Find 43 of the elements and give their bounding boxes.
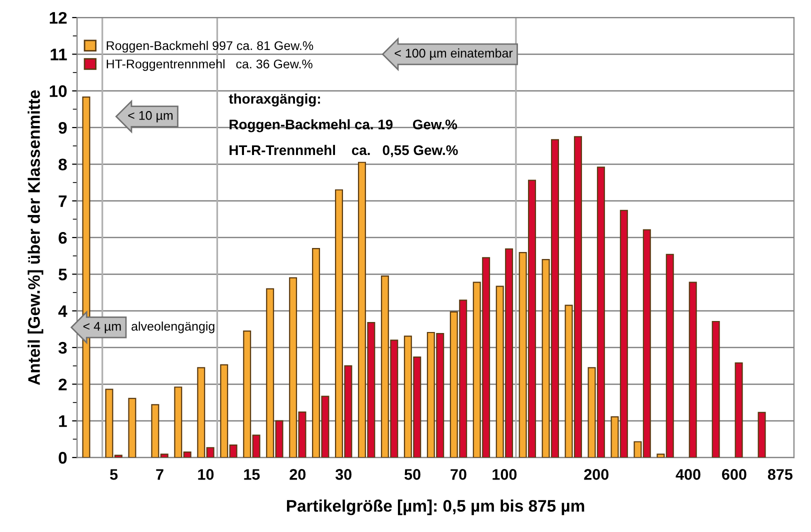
y-tick-label: 5: [58, 268, 67, 280]
y-tick-label: 3: [58, 342, 67, 354]
annotation: < 10 µm: [128, 111, 173, 122]
y-tick-label: 10: [50, 85, 67, 98]
annotation: alveolengängig: [132, 322, 214, 334]
bar: [128, 398, 136, 458]
x-tick-label: 5: [110, 469, 118, 480]
annotation: HT-R-Trennmehl ca. 0,55 Gew.%: [230, 144, 458, 158]
bar: [758, 412, 766, 458]
x-tick-label: 30: [335, 469, 352, 480]
bar: [712, 320, 720, 458]
y-tick-label: 7: [58, 195, 67, 207]
bar: [734, 362, 743, 458]
x-tick-label: 10: [198, 469, 214, 480]
y-tick-label: 0: [58, 452, 67, 464]
legend-label: HT-Roggentrennmehl ca. 36 Gew.%: [106, 59, 312, 71]
annotation: Roggen-Backmehl ca. 19 Gew.%: [230, 119, 458, 132]
x-tick-label: 200: [584, 469, 608, 480]
x-tick-label: 400: [676, 469, 700, 480]
y-tick-label: 2: [58, 378, 67, 390]
x-tick-label: 15: [244, 469, 260, 480]
legend-label: Roggen-Backmehl 997 ca. 81 Gew.%: [106, 40, 314, 53]
y-tick-label: 12: [50, 12, 67, 24]
x-tick-label: 875: [768, 469, 793, 480]
y-tick-label: 1: [59, 415, 67, 427]
x-tick-label: 7: [156, 469, 164, 480]
x-tick-label: 20: [290, 469, 306, 480]
y-tick-label: 6: [58, 232, 67, 244]
y-tick-label: 8: [58, 158, 67, 170]
x-tick-label: 70: [450, 469, 466, 480]
annotation: < 4 µm: [83, 322, 121, 334]
x-axis-title: Partikelgröße [µm]: 0,5 µm bis 875 µm: [286, 500, 584, 516]
bar: [82, 96, 90, 458]
x-tick-label: 100: [492, 469, 517, 480]
bar: [688, 282, 697, 458]
y-tick-label: 4: [58, 305, 68, 317]
y-tick-label: 11: [50, 48, 67, 60]
y-axis-title: Anteil [Gew.%] über der Klassenmitte: [28, 90, 44, 385]
annotation: thoraxgängig:: [228, 94, 320, 107]
x-tick-label: 50: [404, 469, 420, 480]
annotation: < 100 µm einatembar: [394, 48, 513, 60]
y-tick-label: 9: [58, 122, 67, 134]
x-tick-label: 600: [722, 469, 746, 480]
